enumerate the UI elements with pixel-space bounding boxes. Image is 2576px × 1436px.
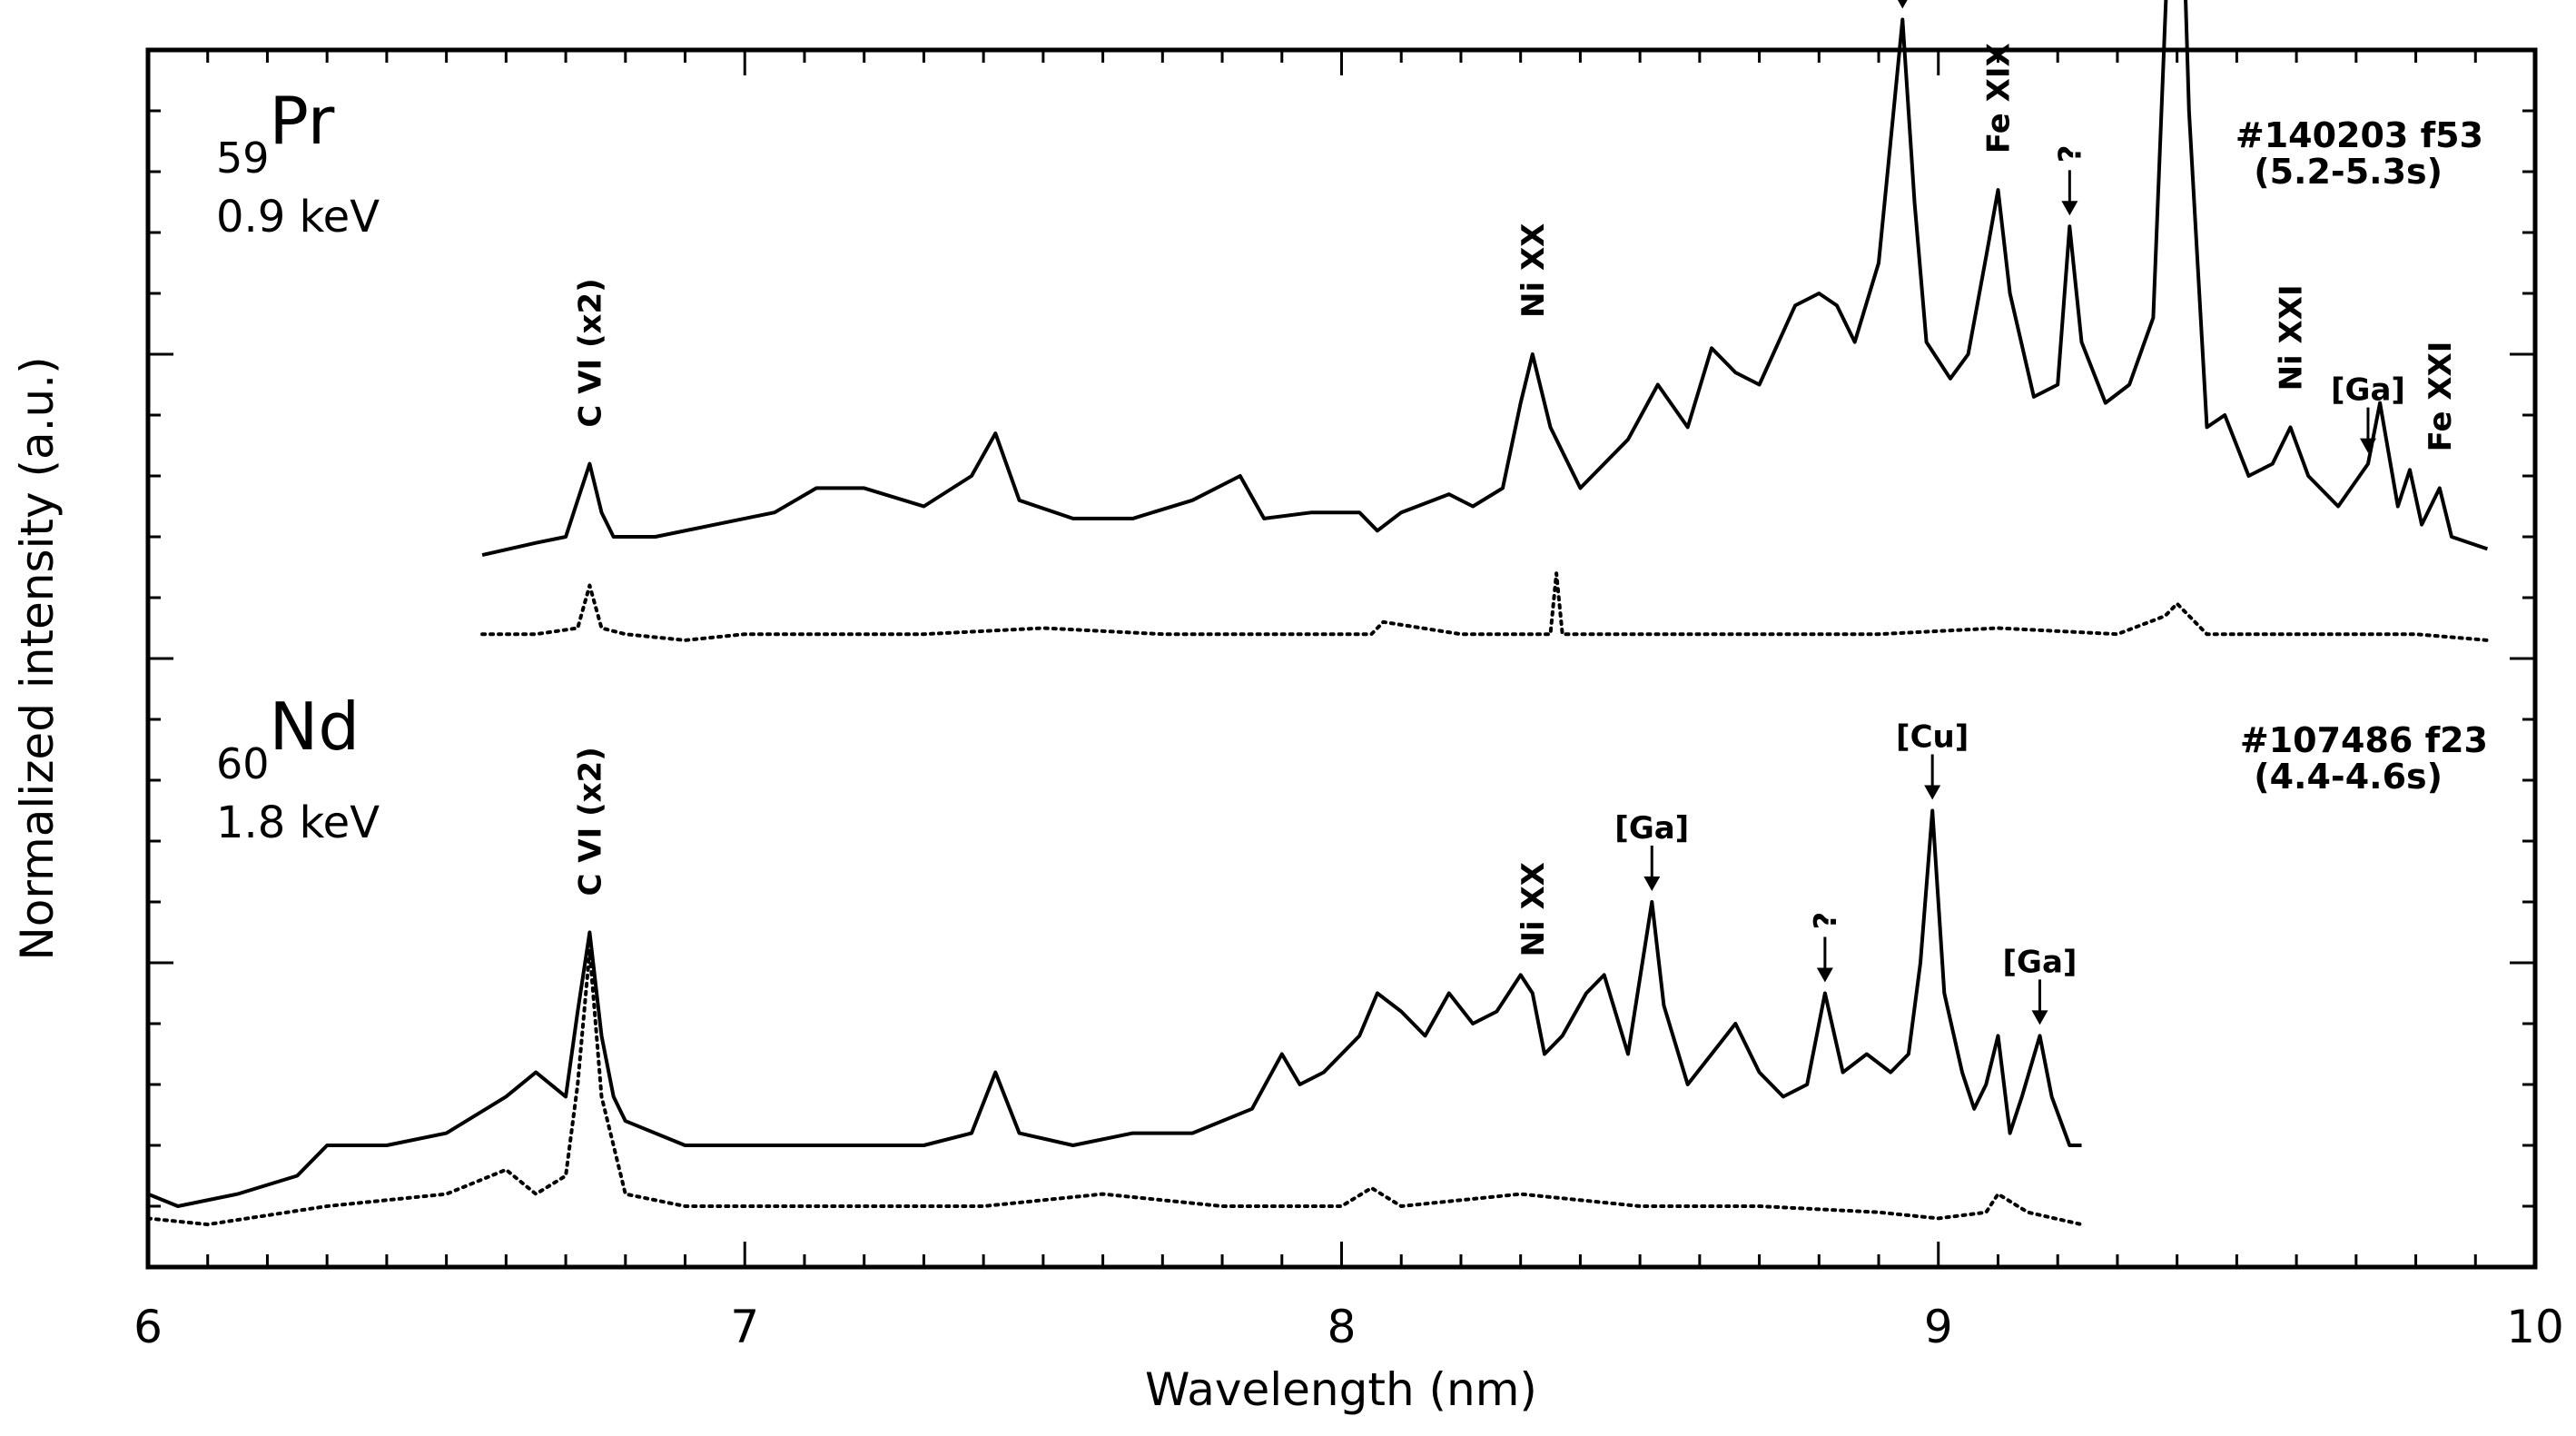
nd-shot: #107486 f23 bbox=[2240, 720, 2488, 760]
nd-line-annotation: C VI (x2) bbox=[572, 747, 608, 896]
x-tick-label: 6 bbox=[133, 1301, 163, 1353]
pr-line-annotation: ? bbox=[2052, 145, 2088, 216]
nd-element-symbol: Nd bbox=[270, 688, 360, 765]
pr-line-annotation: Fe XXI bbox=[2423, 342, 2459, 452]
annotation-label: [Ga] bbox=[2003, 944, 2078, 980]
pr-line-annotation: Fe XIX bbox=[1980, 43, 2017, 154]
nd-line-annotation: Ni XX bbox=[1515, 862, 1552, 956]
series-layer bbox=[146, 0, 2490, 1227]
nd-spectrum-series bbox=[147, 808, 2082, 1208]
annotation-arrow-head bbox=[1816, 967, 1833, 983]
annotation-label: C VI (x2) bbox=[572, 278, 608, 427]
annotation-label: Fe XXI bbox=[2423, 342, 2459, 452]
annotation-label: Ni XX bbox=[1515, 862, 1552, 956]
pr-shot: #140203 f53 bbox=[2235, 115, 2483, 155]
annotation-label: [Cu] bbox=[1896, 719, 1969, 756]
annotation-label: Ni XX bbox=[1515, 223, 1552, 318]
x-tick-label: 10 bbox=[2506, 1301, 2564, 1353]
annotation-label: C VI (x2) bbox=[572, 747, 608, 896]
nd-line-annotation: [Ga] bbox=[2003, 944, 2078, 1025]
x-axis-title: Wavelength (nm) bbox=[1145, 1363, 1537, 1416]
nd-line-annotation: [Ga] bbox=[1614, 810, 1689, 891]
axis-ticks bbox=[146, 48, 2537, 1269]
x-tick-label: 7 bbox=[730, 1301, 759, 1353]
pr-time: (5.2-5.3s) bbox=[2254, 152, 2443, 192]
panel-pr-legend: 59Pr 0.9 keV #140203 f53 (5.2-5.3s) bbox=[216, 83, 2483, 243]
annotation-arrow-head bbox=[2031, 1010, 2048, 1025]
plot-frame bbox=[145, 47, 2538, 1270]
nd-element-label: 60Nd bbox=[216, 688, 360, 788]
nd-reference-series bbox=[146, 948, 2084, 1227]
nd-line-annotation: [Cu] bbox=[1896, 719, 1969, 800]
annotation-arrow-head bbox=[2061, 201, 2078, 216]
annotation-arrow-head bbox=[2359, 438, 2376, 453]
y-axis-title: Normalized intensity (a.u.) bbox=[11, 356, 64, 960]
pr-temperature: 0.9 keV bbox=[216, 192, 380, 243]
annotation-arrow-head bbox=[1643, 876, 1661, 891]
panel-nd-legend: 60Nd 1.8 keV #107486 f23 (4.4-4.6s) bbox=[216, 688, 2488, 848]
nd-time: (4.4-4.6s) bbox=[2254, 757, 2443, 797]
annotation-arrow-head bbox=[1924, 785, 1941, 800]
pr-line-annotation: Ni XXI bbox=[2274, 284, 2310, 391]
annotation-label: ? bbox=[1808, 912, 1844, 930]
pr-line-annotation: C VI (x2) bbox=[572, 278, 608, 427]
pr-element-number: 59 bbox=[216, 134, 270, 183]
nd-element-number: 60 bbox=[216, 739, 270, 788]
pr-element-symbol: Pr bbox=[270, 83, 335, 159]
pr-reference-series bbox=[480, 571, 2490, 642]
annotation-label: Fe XIX bbox=[1980, 43, 2017, 154]
x-tick-label: 9 bbox=[1924, 1301, 1953, 1353]
annotation-label: ? bbox=[2052, 145, 2088, 163]
pr-line-annotation: [Ga] bbox=[2331, 372, 2405, 453]
annotation-label: Ni XXI bbox=[2274, 284, 2310, 391]
nd-temperature: 1.8 keV bbox=[216, 797, 380, 848]
annotation-label: [Ga] bbox=[1614, 810, 1689, 847]
x-tick-label: 8 bbox=[1327, 1301, 1357, 1353]
pr-spectrum-series bbox=[481, 0, 2489, 558]
annotation-layer: C VI (x2) Ni XX [Ga] Fe XIX? [Cu] Ni XXI [Ga] F… bbox=[572, 0, 2459, 1025]
nd-line-annotation: ? bbox=[1808, 912, 1844, 983]
annotation-arrow-head bbox=[1897, 0, 1908, 9]
pr-line-annotation: [Ga] bbox=[1897, 0, 1908, 9]
x-tick-labels: 6 7 8 9 10 bbox=[133, 1301, 2564, 1353]
annotation-label: [Ga] bbox=[2331, 372, 2405, 409]
pr-line-annotation: Ni XX bbox=[1515, 223, 1552, 318]
pr-element-label: 59Pr bbox=[216, 83, 335, 183]
